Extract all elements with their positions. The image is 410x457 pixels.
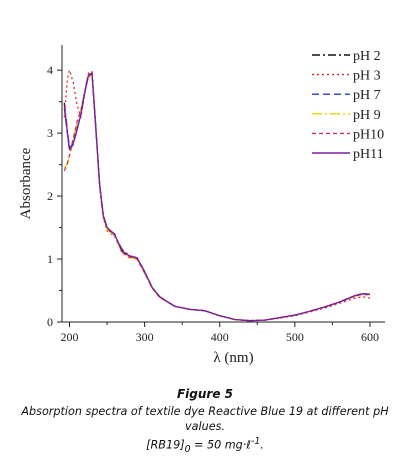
caption-concentration-prefix: [RB19] bbox=[146, 438, 185, 452]
y-tick-label: 0 bbox=[47, 315, 53, 329]
y-axis-label: Absorbance bbox=[18, 147, 34, 219]
figure-title: Figure 5 bbox=[176, 387, 234, 401]
series-line-ph10 bbox=[63, 73, 371, 322]
axes: 0 1 2 3 4 200 300 400 500 600 λ (nm) Absorbance bbox=[18, 45, 385, 366]
x-tick-label: 400 bbox=[211, 330, 229, 344]
x-tick-label: 300 bbox=[136, 330, 154, 344]
legend-label: pH 2 bbox=[353, 49, 381, 64]
series-line-ph7 bbox=[63, 72, 371, 322]
legend-label: pH10 bbox=[353, 127, 384, 142]
caption-concentration-value: = 50 mg·ℓ bbox=[190, 438, 251, 452]
figure-caption: Absorption spectra of textile dye Reacti… bbox=[0, 404, 410, 457]
y-tick-label: 3 bbox=[47, 126, 53, 140]
x-tick-label: 200 bbox=[61, 330, 79, 344]
series-lines bbox=[63, 69, 371, 322]
legend-label: pH 7 bbox=[353, 88, 381, 103]
legend-label: pH 9 bbox=[353, 108, 381, 123]
absorption-spectra-chart: 0 1 2 3 4 200 300 400 500 600 λ (nm) Absorbance pH … bbox=[18, 45, 385, 366]
series-line-ph3 bbox=[63, 69, 371, 322]
y-tick-label: 2 bbox=[47, 189, 53, 203]
x-tick-label: 500 bbox=[286, 330, 304, 344]
y-tick-label: 4 bbox=[47, 63, 53, 77]
caption-line-1: Absorption spectra of textile dye Reacti… bbox=[21, 405, 389, 433]
y-tick-label: 1 bbox=[47, 252, 53, 266]
series-line-ph9 bbox=[63, 73, 371, 322]
series-line-ph2 bbox=[63, 72, 371, 322]
x-axis-label: λ (nm) bbox=[213, 350, 253, 366]
caption-concentration-end: . bbox=[260, 438, 264, 452]
x-tick-label: 600 bbox=[361, 330, 379, 344]
legend-label: pH 3 bbox=[353, 69, 381, 84]
legend: pH 2 pH 3 pH 7 pH 9 pH10 pH11 bbox=[312, 49, 384, 162]
caption-concentration-sup: -1 bbox=[250, 436, 261, 447]
series-line-ph11 bbox=[63, 72, 371, 322]
legend-label: pH11 bbox=[353, 147, 384, 162]
